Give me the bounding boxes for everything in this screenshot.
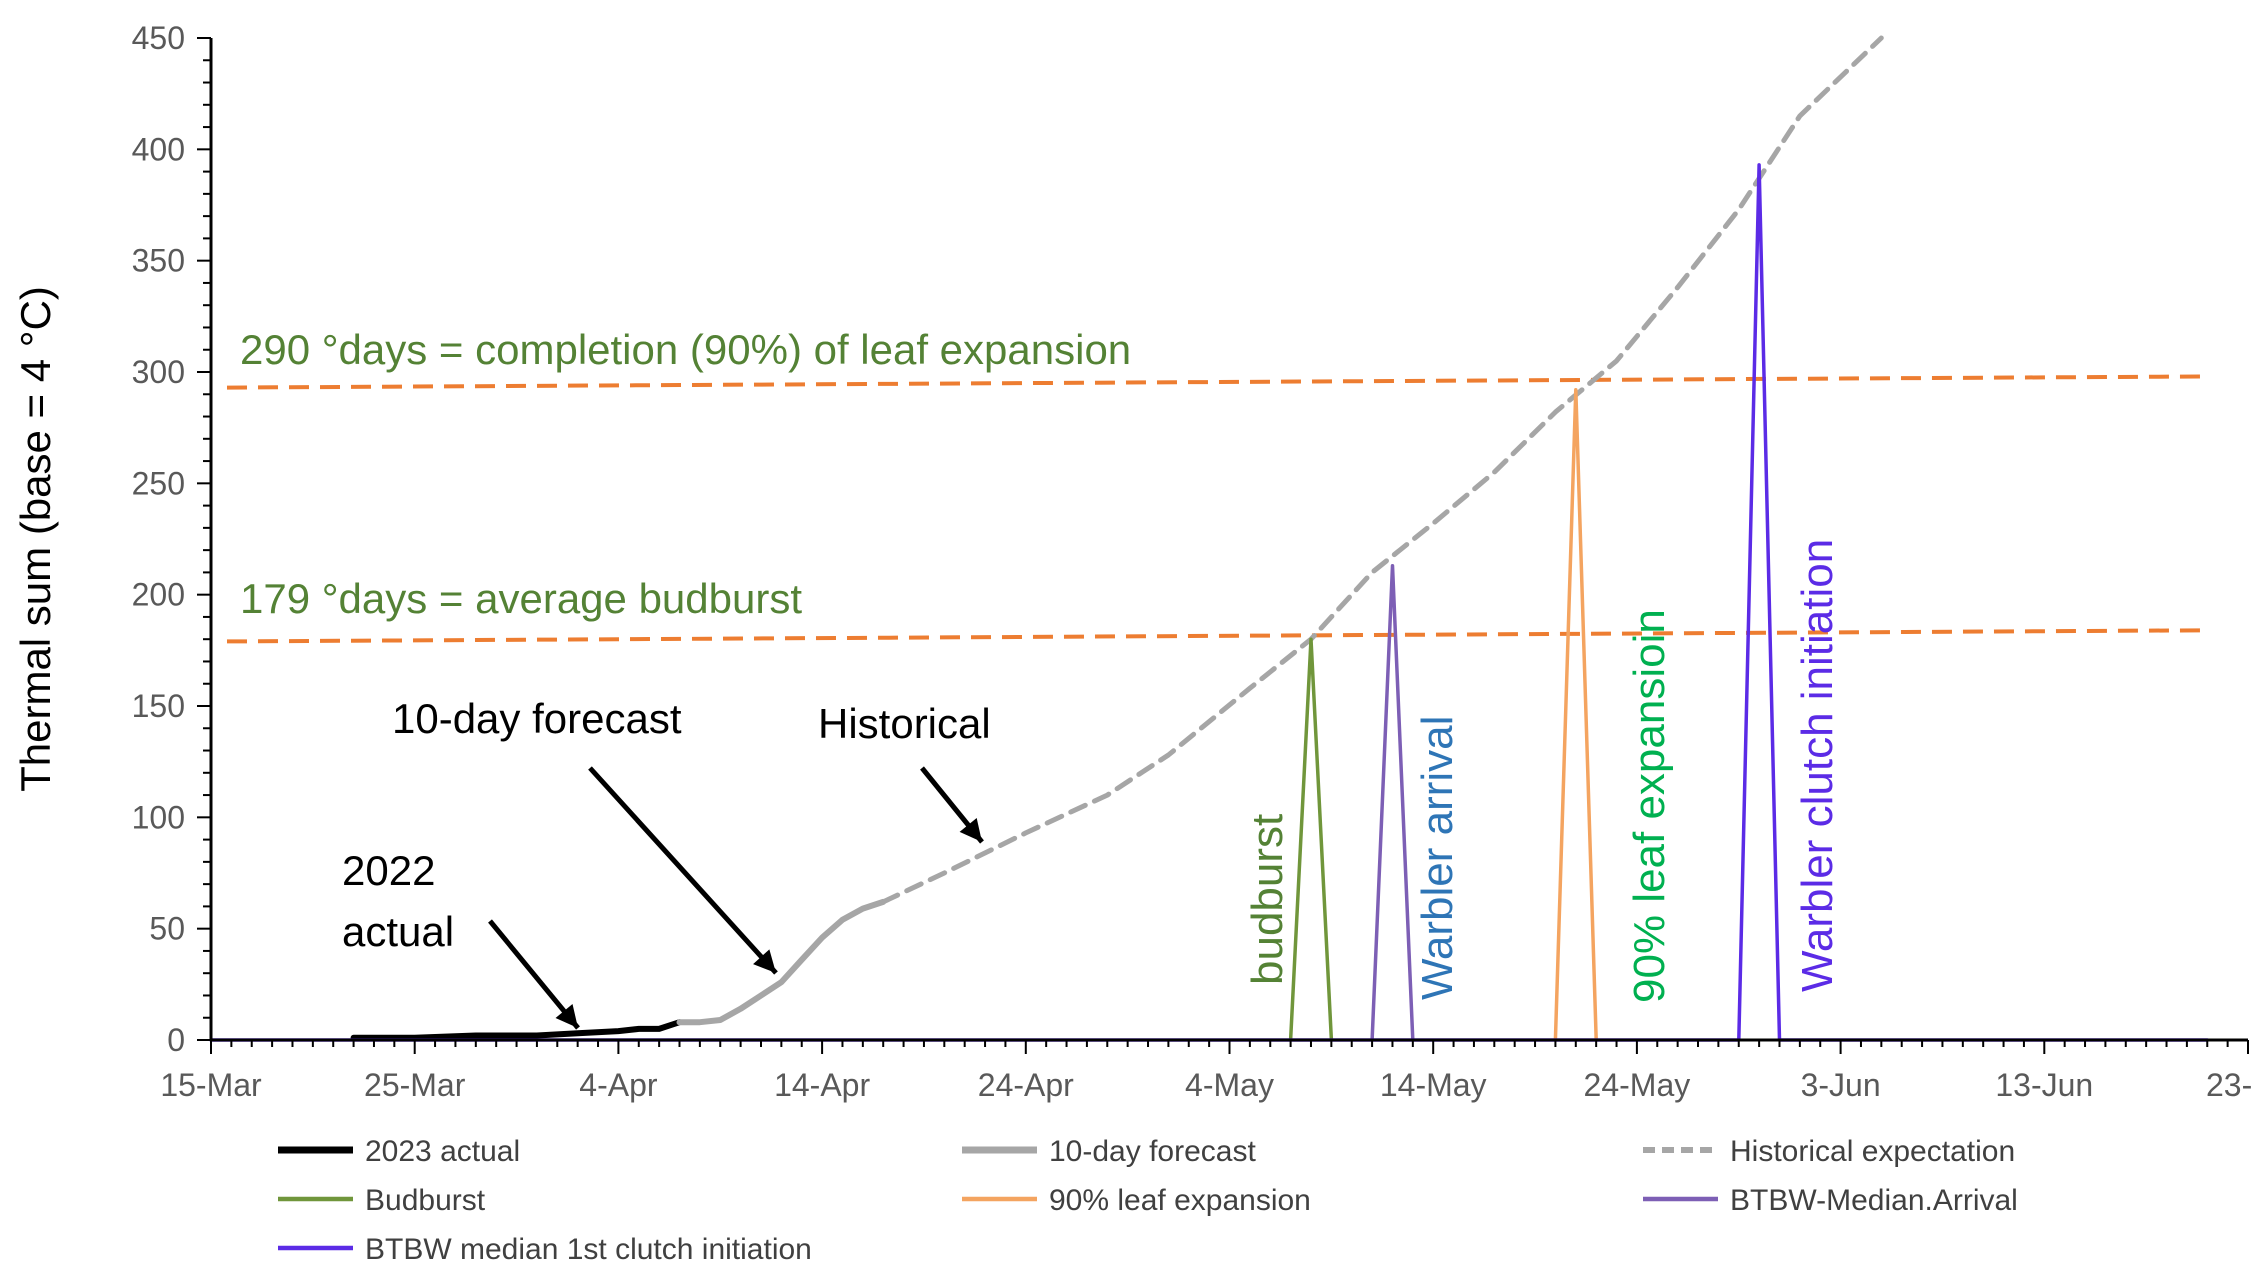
legend: 2023 actual 10-day forecast Historical exp…: [278, 1135, 2018, 1266]
annotations: 290 °days = completion (90%) of leaf exp…: [240, 326, 1842, 1030]
legend-label: BTBW median 1st clutch initiation: [365, 1233, 812, 1266]
legend-item-btbw-median-1st-clutch-initiation: BTBW median 1st clutch initiation: [278, 1233, 812, 1266]
series-line-btbw-median-arrival: [1370, 563, 1415, 1042]
y-tick-label: 50: [149, 911, 185, 947]
axes: 0 50 100 150 200 250 300 350 400 450 15-Mar 25-Mar 4…: [12, 20, 2252, 1103]
series-line-90-leaf-expansion: [1553, 388, 1598, 1042]
legend-label: BTBW-Median.Arrival: [1730, 1184, 2018, 1217]
vertical-label-warbler-clutch-initiation: Warbler clutch initiation: [1793, 539, 1842, 992]
legend-label: 90% leaf expansion: [1049, 1184, 1311, 1217]
y-tick-label: 200: [132, 577, 185, 613]
y-tick-label: 400: [132, 131, 185, 167]
arrow-actual: [488, 919, 580, 1030]
annotation-forecast: 10-day forecast: [392, 695, 682, 742]
x-tick-label: 25-Mar: [364, 1067, 466, 1103]
legend-item-90-leaf-expansion: 90% leaf expansion: [962, 1184, 1311, 1217]
x-tick-label: 3-Jun: [1801, 1067, 1881, 1103]
x-tick-label: 24-May: [1584, 1067, 1691, 1103]
series-line-10-day-forecast: [676, 898, 887, 1026]
legend-label: 10-day forecast: [1049, 1135, 1256, 1168]
y-tick-label: 100: [132, 799, 185, 835]
legend-item-budburst: Budburst: [278, 1184, 486, 1217]
x-tick-label: 15-Mar: [160, 1067, 262, 1103]
reference-line-1: [226, 628, 2208, 644]
series-line-2023-actual: [350, 1019, 683, 1041]
y-tick-label: 250: [132, 465, 185, 501]
reference-label-0: 290 °days = completion (90%) of leaf exp…: [240, 326, 1131, 373]
y-tick-label: 450: [132, 20, 185, 56]
legend-label: Historical expectation: [1730, 1135, 2015, 1168]
x-tick-label: 4-May: [1185, 1067, 1274, 1103]
y-tick-label: 300: [132, 354, 185, 390]
series-line-historical-expectation: [880, 35, 1884, 905]
x-tick-label: 14-May: [1380, 1067, 1487, 1103]
series-lines: [209, 35, 2210, 1042]
vertical-label-warbler-arrival: Warbler arrival: [1413, 716, 1462, 1000]
legend-item-historical-expectation: Historical expectation: [1643, 1135, 2015, 1168]
x-tick-label: 4-Apr: [579, 1067, 658, 1103]
reference-line-0: [226, 374, 2208, 390]
legend-item-10-day-forecast: 10-day forecast: [962, 1135, 1256, 1168]
y-axis-label: Thermal sum (base = 4 °C): [12, 286, 59, 792]
y-tick-label: 150: [132, 688, 185, 724]
x-tick-label: 24-Apr: [978, 1067, 1074, 1103]
legend-label: Budburst: [365, 1184, 486, 1217]
legend-label: 2023 actual: [365, 1135, 520, 1168]
reference-label-1: 179 °days = average budburst: [240, 575, 802, 622]
annotation-historical: Historical: [818, 700, 991, 747]
vertical-label-90-leaf-expansioin: 90% leaf expansioin: [1625, 609, 1674, 1003]
reference-lines: [226, 374, 2208, 644]
arrow-historical: [920, 766, 984, 844]
annotation-actual-line2: actual: [342, 908, 454, 955]
y-tick-label: 350: [132, 243, 185, 279]
legend-item-btbw-median-arrival: BTBW-Median.Arrival: [1643, 1184, 2018, 1217]
vertical-label-budburst: budburst: [1243, 814, 1292, 985]
legend-item-2023-actual: 2023 actual: [278, 1135, 520, 1168]
x-tick-label: 14-Apr: [774, 1067, 870, 1103]
annotation-actual-line1: 2022: [342, 847, 435, 894]
x-tick-label: 13-Jun: [1995, 1067, 2093, 1103]
y-tick-label: 0: [167, 1022, 185, 1058]
series-line-budburst: [1288, 637, 1334, 1042]
arrow-forecast: [588, 766, 778, 975]
x-tick-label: 23-: [2206, 1067, 2252, 1103]
